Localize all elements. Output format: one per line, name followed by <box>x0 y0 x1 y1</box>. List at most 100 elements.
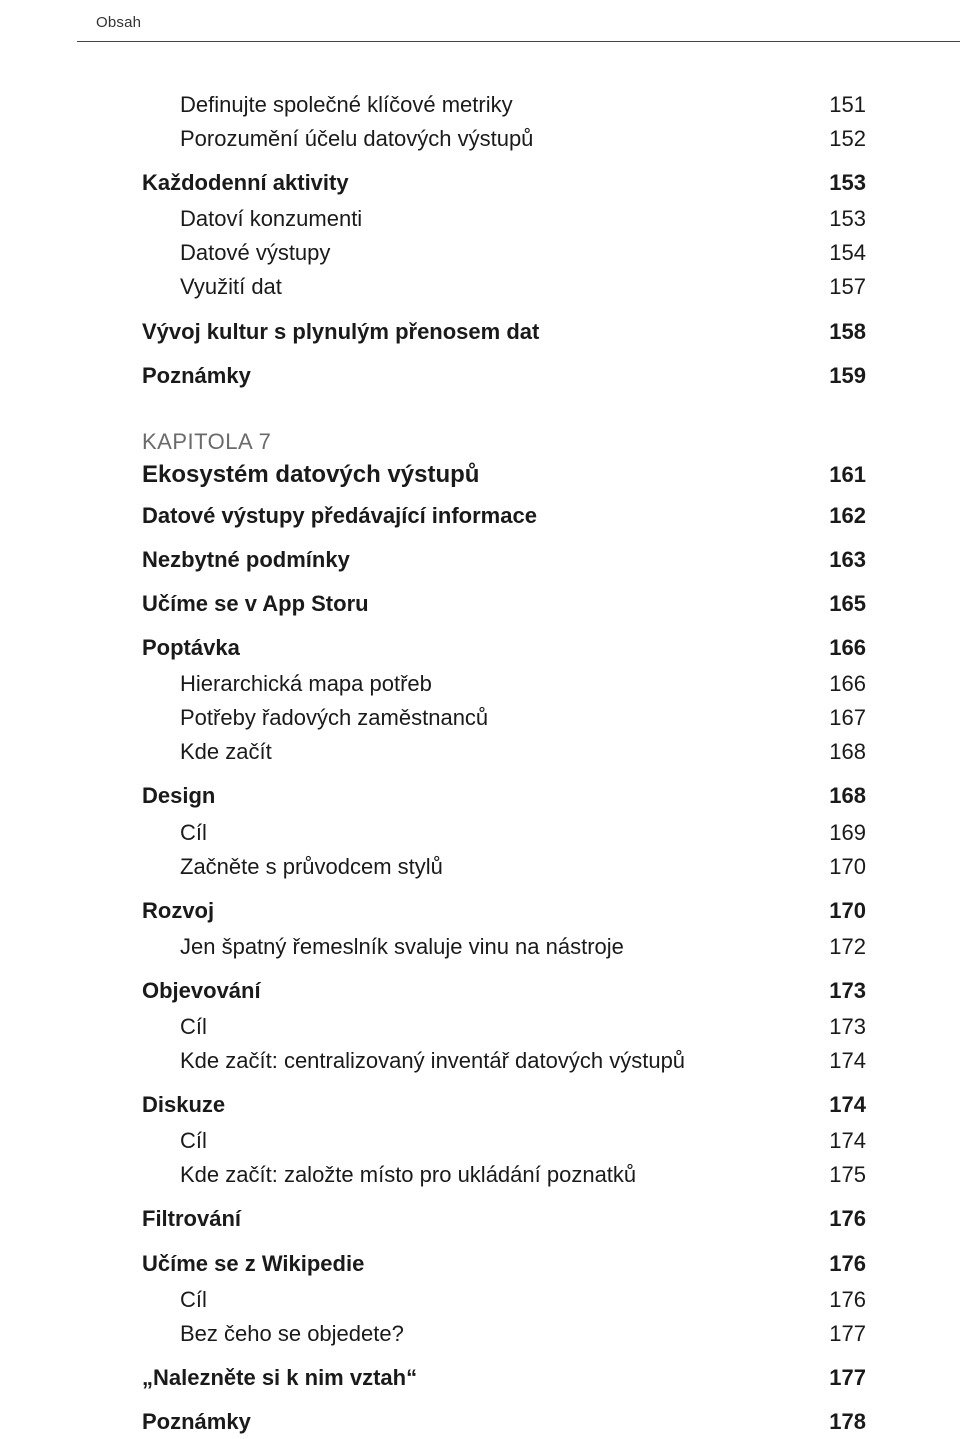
toc-entry-page: 169 <box>806 816 866 850</box>
toc-entry-page: 166 <box>806 631 866 665</box>
toc-heading-row: Datové výstupy předávající informace162 <box>142 499 866 533</box>
chapter-kicker: KAPITOLA 7 <box>142 429 866 455</box>
toc-entry-label: Využití dat <box>180 270 806 304</box>
toc-entry-page: 172 <box>806 930 866 964</box>
toc-entry-label: Datoví konzumenti <box>180 202 806 236</box>
toc-entry-page: 176 <box>806 1247 866 1281</box>
toc-subheading-row: Kde začít: centralizovaný inventář datov… <box>142 1044 866 1078</box>
toc-entry-page: 168 <box>806 779 866 813</box>
toc-entry-page: 178 <box>806 1405 866 1439</box>
chapter-title-row: Ekosystém datových výstupů 161 <box>142 461 866 489</box>
chapter-title: Ekosystém datových výstupů <box>142 461 806 489</box>
toc-heading-row: Poznámky178 <box>142 1405 866 1439</box>
toc-subheading-row: Začněte s průvodcem stylů170 <box>142 850 866 884</box>
toc-heading-row: Diskuze174 <box>142 1088 866 1122</box>
toc-entry-label: Datové výstupy předávající informace <box>142 499 806 533</box>
toc-entry-label: Cíl <box>180 816 806 850</box>
toc-subheading-row: Kde začít168 <box>142 735 866 769</box>
toc-subheading-row: Využití dat157 <box>142 270 866 304</box>
toc-entry-page: 153 <box>806 202 866 236</box>
toc-subheading-row: Bez čeho se objedete?177 <box>142 1317 866 1351</box>
toc-entry-page: 168 <box>806 735 866 769</box>
toc-entry-page: 163 <box>806 543 866 577</box>
toc-entry-page: 173 <box>806 974 866 1008</box>
toc-entry-label: Objevování <box>142 974 806 1008</box>
toc-subheading-row: Potřeby řadových zaměstnanců167 <box>142 701 866 735</box>
toc-entry-label: Porozumění účelu datových výstupů <box>180 122 806 156</box>
running-head: Obsah <box>0 14 960 31</box>
toc-entry-page: 177 <box>806 1317 866 1351</box>
toc-subheading-row: Datové výstupy154 <box>142 236 866 270</box>
toc-entry-label: Design <box>142 779 806 813</box>
toc-entry-label: Učíme se z Wikipedie <box>142 1247 806 1281</box>
toc-content: Definujte společné klíčové metriky151Por… <box>0 42 960 1439</box>
toc-entry-label: Začněte s průvodcem stylů <box>180 850 806 884</box>
toc-entry-page: 159 <box>806 359 866 393</box>
toc-entry-label: Definujte společné klíčové metriky <box>180 88 806 122</box>
toc-entry-label: Cíl <box>180 1283 806 1317</box>
toc-subheading-row: Jen špatný řemeslník svaluje vinu na nás… <box>142 930 866 964</box>
toc-subheading-row: Porozumění účelu datových výstupů152 <box>142 122 866 156</box>
toc-entry-label: Vývoj kultur s plynulým přenosem dat <box>142 315 806 349</box>
toc-entry-label: Potřeby řadových zaměstnanců <box>180 701 806 735</box>
toc-entry-label: Učíme se v App Storu <box>142 587 806 621</box>
toc-entry-page: 154 <box>806 236 866 270</box>
toc-heading-row: Nezbytné podmínky163 <box>142 543 866 577</box>
toc-entry-page: 162 <box>806 499 866 533</box>
toc-entry-page: 173 <box>806 1010 866 1044</box>
toc-entry-label: Kde začít <box>180 735 806 769</box>
toc-entry-label: Cíl <box>180 1124 806 1158</box>
toc-subheading-row: Cíl173 <box>142 1010 866 1044</box>
toc-heading-row: „Nalezněte si k nim vztah“177 <box>142 1361 866 1395</box>
toc-subheading-row: Cíl176 <box>142 1283 866 1317</box>
toc-entry-page: 174 <box>806 1088 866 1122</box>
toc-entry-page: 175 <box>806 1158 866 1192</box>
toc-heading-row: Poznámky159 <box>142 359 866 393</box>
toc-heading-row: Učíme se z Wikipedie176 <box>142 1247 866 1281</box>
toc-entry-page: 151 <box>806 88 866 122</box>
toc-heading-row: Design168 <box>142 779 866 813</box>
toc-entry-page: 177 <box>806 1361 866 1395</box>
toc-entry-label: Bez čeho se objedete? <box>180 1317 806 1351</box>
toc-entry-page: 153 <box>806 166 866 200</box>
toc-entry-label: Kde začít: centralizovaný inventář datov… <box>180 1044 806 1078</box>
toc-entry-label: Diskuze <box>142 1088 806 1122</box>
toc-entry-page: 158 <box>806 315 866 349</box>
toc-entry-label: Jen špatný řemeslník svaluje vinu na nás… <box>180 930 806 964</box>
toc-subheading-row: Kde začít: založte místo pro ukládání po… <box>142 1158 866 1192</box>
toc-entry-label: Filtrování <box>142 1202 806 1236</box>
toc-entry-page: 166 <box>806 667 866 701</box>
toc-entry-page: 170 <box>806 894 866 928</box>
toc-subheading-row: Definujte společné klíčové metriky151 <box>142 88 866 122</box>
toc-entry-label: Cíl <box>180 1010 806 1044</box>
toc-entry-page: 176 <box>806 1283 866 1317</box>
toc-subheading-row: Hierarchická mapa potřeb166 <box>142 667 866 701</box>
toc-entry-label: Poptávka <box>142 631 806 665</box>
toc-heading-row: Učíme se v App Storu165 <box>142 587 866 621</box>
toc-entry-label: Kde začít: založte místo pro ukládání po… <box>180 1158 806 1192</box>
toc-entry-page: 157 <box>806 270 866 304</box>
toc-entry-page: 167 <box>806 701 866 735</box>
toc-entry-page: 170 <box>806 850 866 884</box>
toc-heading-row: Objevování173 <box>142 974 866 1008</box>
toc-entry-label: Nezbytné podmínky <box>142 543 806 577</box>
toc-heading-row: Každodenní aktivity153 <box>142 166 866 200</box>
toc-heading-row: Poptávka166 <box>142 631 866 665</box>
toc-entry-label: Každodenní aktivity <box>142 166 806 200</box>
toc-entry-label: „Nalezněte si k nim vztah“ <box>142 1361 806 1395</box>
toc-heading-row: Vývoj kultur s plynulým přenosem dat158 <box>142 315 866 349</box>
toc-heading-row: Filtrování176 <box>142 1202 866 1236</box>
toc-subheading-row: Datoví konzumenti153 <box>142 202 866 236</box>
toc-subheading-row: Cíl169 <box>142 816 866 850</box>
toc-entry-label: Hierarchická mapa potřeb <box>180 667 806 701</box>
toc-entry-label: Datové výstupy <box>180 236 806 270</box>
toc-entry-label: Rozvoj <box>142 894 806 928</box>
toc-entry-label: Poznámky <box>142 359 806 393</box>
chapter-page: 161 <box>806 462 866 488</box>
toc-entry-page: 174 <box>806 1044 866 1078</box>
toc-entry-page: 152 <box>806 122 866 156</box>
toc-subheading-row: Cíl174 <box>142 1124 866 1158</box>
toc-entry-page: 174 <box>806 1124 866 1158</box>
toc-heading-row: Rozvoj170 <box>142 894 866 928</box>
toc-entry-page: 165 <box>806 587 866 621</box>
